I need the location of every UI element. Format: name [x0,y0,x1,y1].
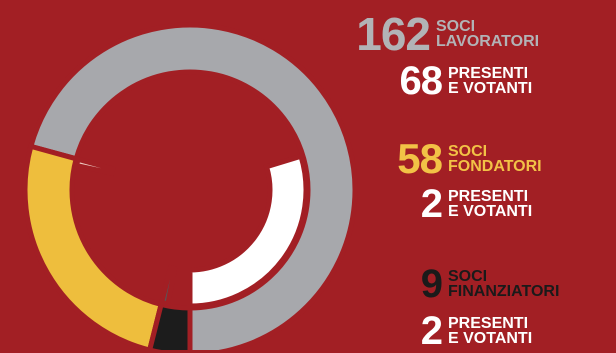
inner-segment-lavoratori-presenti [187,153,309,309]
finanziatori-label-line2: FINANZIATORI [448,283,560,300]
outer-segment-fondatori [22,143,165,350]
finanziatori-presenti-stat: 2 PRESENTI E VOTANTI [330,309,533,353]
finanziatori-presenti-label: PRESENTI E VOTANTI [448,315,533,347]
fondatori-presenti-line1: PRESENTI [448,188,529,205]
lavoratori-label-line1: SOCI [436,18,476,35]
fondatori-label-line2: FONDATORI [448,158,542,175]
lavoratori-presenti-stat: 68 PRESENTI E VOTANTI [330,59,533,103]
lavoratori-presenti-line1: PRESENTI [448,65,529,82]
inner-segment-fondatori-presenti [73,156,116,177]
fondatori-number: 58 [397,135,443,182]
fondatori-presenti-label: PRESENTI E VOTANTI [448,188,533,220]
fondatori-presenti-line2: E VOTANTI [448,203,533,220]
lavoratori-stat: 162 SOCI LAVORATORI [330,8,540,60]
finanziatori-label-line1: SOCI [448,268,488,285]
fondatori-label-line1: SOCI [448,143,488,160]
lavoratori-presenti-line2: E VOTANTI [448,80,533,97]
fondatori-presenti-stat: 2 PRESENTI E VOTANTI [330,182,533,226]
lavoratori-label-line2: LAVORATORI [436,33,540,50]
lavoratori-presenti-number: 68 [399,59,444,103]
finanziatori-presenti-line2: E VOTANTI [448,330,533,347]
finanziatori-number: 9 [420,262,443,306]
outer-segment-lavoratori [27,22,358,350]
finanziatori-presenti-number: 2 [420,309,443,353]
finanziatori-presenti-line1: PRESENTI [448,315,529,332]
fondatori-presenti-number: 2 [420,182,443,226]
lavoratori-presenti-label: PRESENTI E VOTANTI [448,65,533,97]
fondatori-stat: 58 SOCI FONDATORI [330,135,542,182]
fondatori-label: SOCI FONDATORI [448,143,542,175]
lavoratori-number: 162 [356,8,431,60]
finanziatori-stat: 9 SOCI FINANZIATORI [330,262,560,306]
finanziatori-label: SOCI FINANZIATORI [448,268,560,300]
inner-segment-finanziatori-presenti [158,264,178,307]
lavoratori-label: SOCI LAVORATORI [436,18,540,50]
